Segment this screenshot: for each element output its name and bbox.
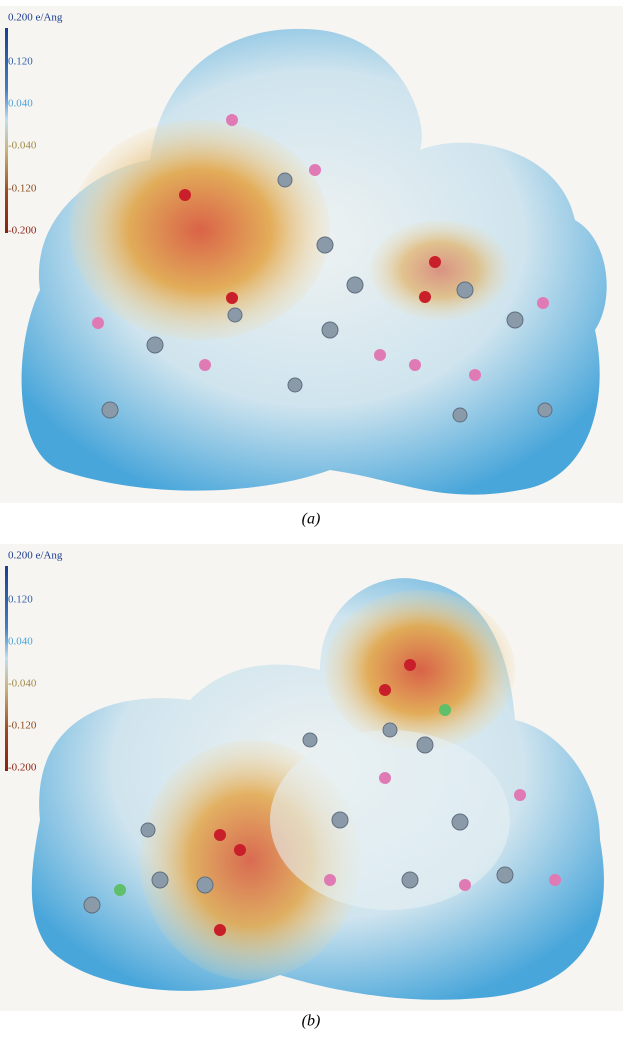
scale-label: 0.120 bbox=[8, 56, 33, 68]
figure: 0.200 e/Ang 0.120 0.040 -0.040 -0.120 -0… bbox=[0, 0, 623, 1034]
page: 0.200 e/Ang 0.120 0.040 -0.040 -0.120 -0… bbox=[0, 0, 623, 1034]
scale-label: -0.120 bbox=[8, 720, 37, 732]
caption: (b) bbox=[302, 1013, 321, 1030]
scale-label: 0.040 bbox=[8, 636, 33, 648]
caption: (a) bbox=[302, 511, 321, 528]
scale-label: 0.200 e/Ang bbox=[8, 12, 63, 24]
scale-label: -0.200 bbox=[8, 225, 37, 237]
surface-highlight bbox=[270, 730, 510, 910]
panel-b: 0.200 e/Ang 0.120 0.040 -0.040 -0.120 -0… bbox=[0, 544, 623, 1030]
scale-label: 0.120 bbox=[8, 594, 33, 606]
scale-label: -0.200 bbox=[8, 762, 37, 774]
negative-region bbox=[370, 220, 510, 320]
scale-label: -0.040 bbox=[8, 678, 37, 690]
scale-label: 0.040 bbox=[8, 98, 33, 110]
scale-label: -0.040 bbox=[8, 140, 37, 152]
panel-a: 0.200 e/Ang 0.120 0.040 -0.040 -0.120 -0… bbox=[0, 6, 623, 528]
negative-region bbox=[70, 120, 330, 340]
scale-label: -0.120 bbox=[8, 183, 37, 195]
scale-label: 0.200 e/Ang bbox=[8, 550, 63, 562]
negative-region bbox=[325, 590, 515, 750]
